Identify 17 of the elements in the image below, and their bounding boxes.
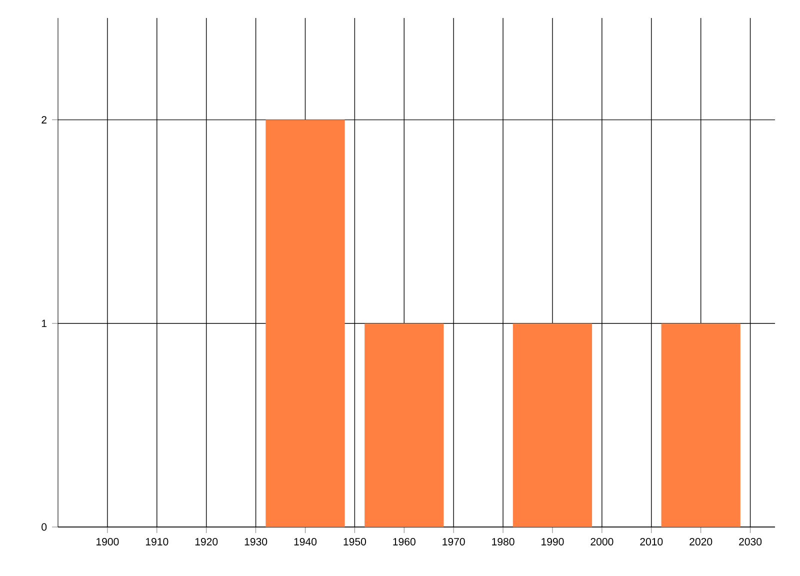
y-tick-label: 2 [42,116,47,124]
x-tick-label: 1940 [294,538,317,546]
x-tick-label: 1930 [244,538,268,546]
x-tick-label: 1980 [492,538,514,546]
x-tick-label: 2010 [640,538,663,546]
x-tick-label: 1970 [442,538,465,546]
x-tick-label: 1960 [393,538,416,546]
y-tick-label: 0 [42,523,47,531]
x-tick-label: 1990 [542,538,564,546]
x-tick-label: 1950 [344,538,366,546]
x-tick-label: 1910 [146,538,168,546]
x-tick-label: 1920 [195,538,218,546]
x-tick-label: 2020 [690,538,712,546]
x-tick-label: 1900 [96,538,119,546]
x-tick-label: 2000 [590,538,614,546]
x-tick-label: 2030 [739,538,762,546]
y-tick-label: 1 [42,320,47,328]
